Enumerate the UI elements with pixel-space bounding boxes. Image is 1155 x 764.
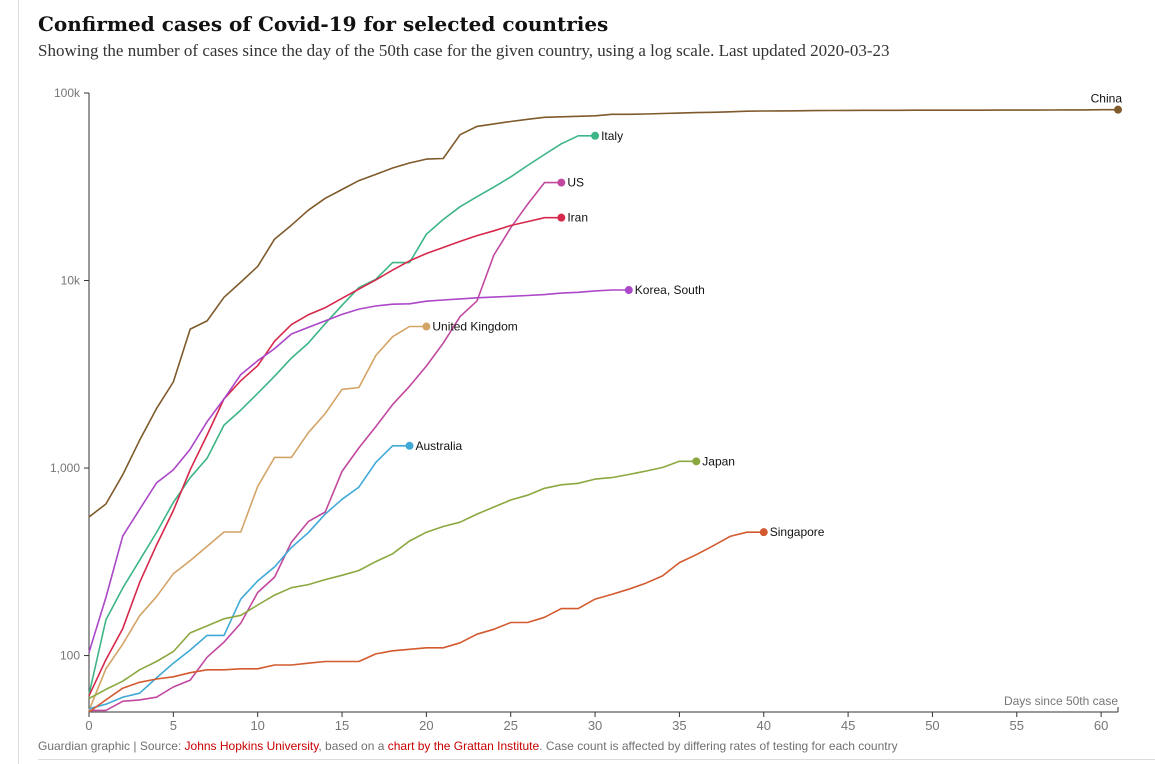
y-tick-label: 100k (54, 86, 81, 100)
series-label-singapore: Singapore (770, 525, 825, 539)
x-tick-label: 30 (588, 718, 602, 733)
y-tick-label: 10k (61, 274, 81, 288)
series-end-point-italy (591, 131, 600, 140)
chart-subtitle: Showing the number of cases since the da… (38, 41, 890, 60)
series-line-italy (88, 135, 596, 695)
series-label-japan: Japan (702, 454, 735, 468)
x-tick-label: 5 (170, 718, 177, 733)
footer-suffix: . Case count is affected by differing ra… (539, 739, 898, 753)
series-label-united-kingdom: United Kingdom (432, 320, 517, 334)
grattan-chart-link[interactable]: chart by the Grattan Institute (387, 739, 540, 753)
series-line-iran (88, 216, 562, 697)
y-tick-label: 100 (60, 649, 80, 663)
series-line-korea-south (88, 289, 629, 653)
series-end-point-united-kingdom (422, 322, 431, 331)
chart-footer: Guardian graphic | Source: Johns Hopkins… (38, 739, 898, 753)
x-tick-label: 25 (503, 718, 517, 733)
footer-prefix: Guardian graphic | Source: (38, 739, 185, 753)
x-tick-label: 55 (1010, 718, 1024, 733)
source-link[interactable]: Johns Hopkins University (184, 739, 319, 753)
series-line-singapore (88, 531, 764, 713)
x-tick-label: 10 (250, 718, 264, 733)
series-label-italy: Italy (601, 129, 623, 143)
x-tick-label: 50 (925, 718, 939, 733)
series-end-point-singapore (759, 528, 768, 537)
series-label-iran: Iran (567, 211, 588, 225)
x-axis-label: Days since 50th case (1004, 694, 1118, 708)
series-end-point-iran (557, 213, 566, 222)
x-tick-label: 35 (672, 718, 686, 733)
x-tick-label: 15 (335, 718, 349, 733)
x-tick-label: 0 (85, 718, 92, 733)
series-line-united-kingdom (88, 325, 427, 711)
x-tick-label: 45 (841, 718, 855, 733)
series-line-australia (88, 444, 410, 710)
chart-title: Confirmed cases of Covid-19 for selected… (38, 12, 609, 36)
series-end-point-us (557, 178, 566, 187)
series-end-point-japan (692, 457, 701, 466)
series-label-korea-south: Korea, South (635, 283, 705, 297)
series-label-australia: Australia (416, 439, 463, 453)
x-tick-label: 60 (1094, 718, 1108, 733)
x-tick-label: 40 (757, 718, 771, 733)
series-label-china: China (1091, 92, 1123, 106)
series-label-us: US (567, 176, 584, 190)
x-tick-label: 20 (419, 718, 433, 733)
bottom-rule (38, 759, 1155, 760)
series-end-point-korea-south (624, 286, 633, 295)
series-end-point-australia (405, 441, 414, 450)
series-end-point-china (1114, 105, 1122, 114)
series-line-japan (88, 460, 697, 700)
left-rule (18, 0, 19, 764)
footer-middle: , based on a (318, 739, 388, 753)
y-tick-label: 1,000 (50, 461, 80, 475)
series-line-us (89, 181, 562, 712)
series-line-china (88, 108, 1118, 518)
